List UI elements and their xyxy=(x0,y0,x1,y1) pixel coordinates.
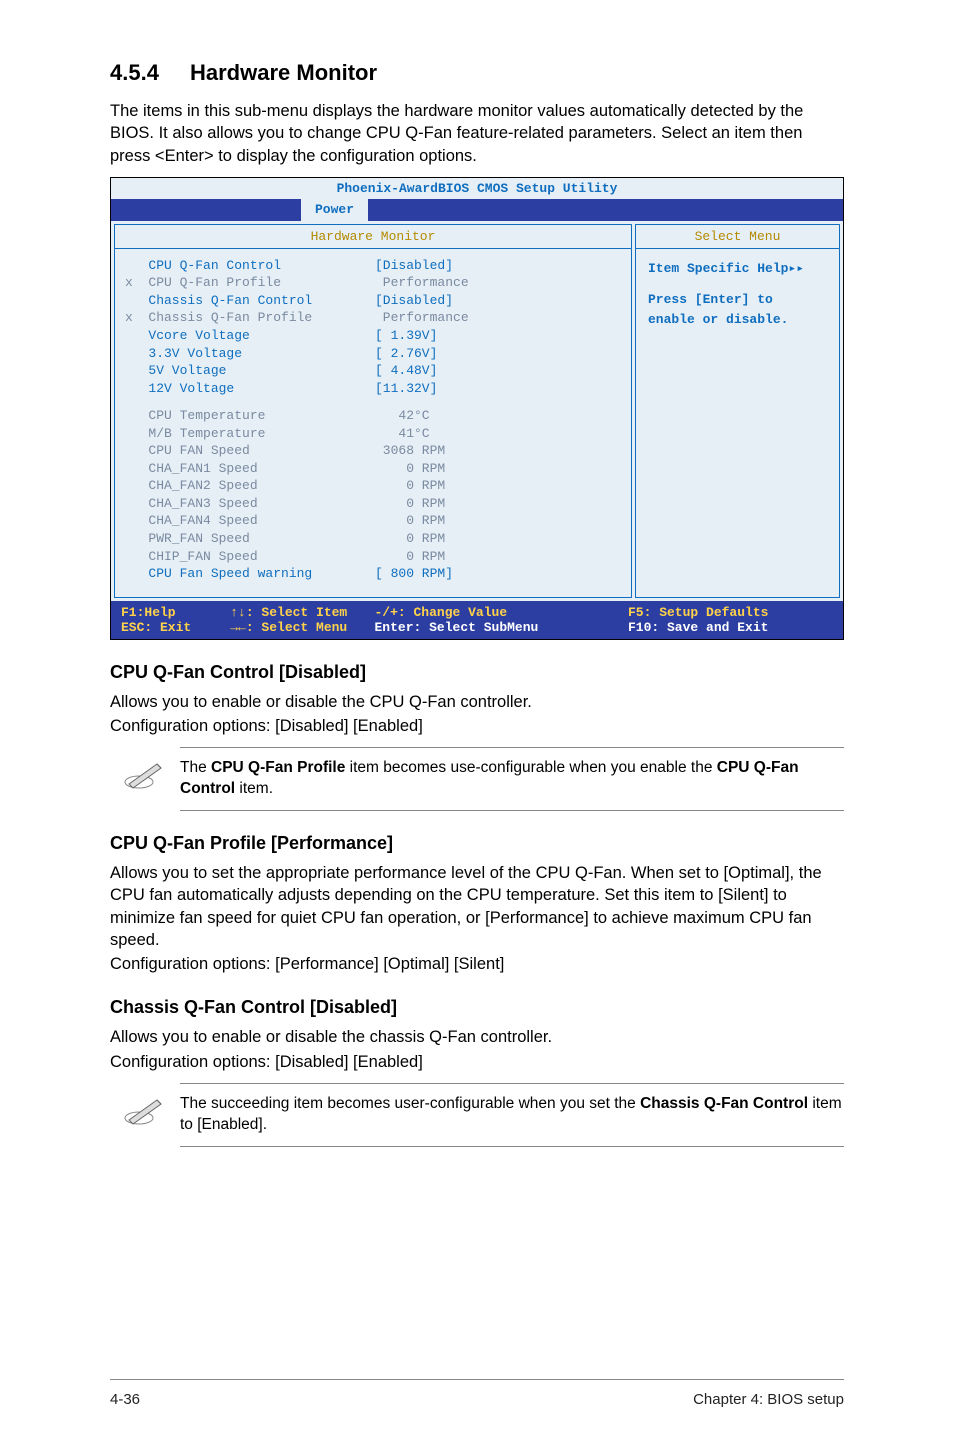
chapter-label: Chapter 4: BIOS setup xyxy=(693,1391,844,1408)
bios-rows: CPU Q-Fan Control[Disabled]x CPU Q-Fan P… xyxy=(115,249,631,597)
sub3-p2: Configuration options: [Disabled] [Enabl… xyxy=(110,1051,844,1073)
bios-row-value: [Disabled] xyxy=(375,292,453,310)
bios-tab-power[interactable]: Power xyxy=(301,199,368,221)
bios-row[interactable]: M/B Temperature 41°C xyxy=(125,425,621,443)
bios-row-value: 42°C xyxy=(375,407,430,425)
bios-row[interactable]: CPU Temperature 42°C xyxy=(125,407,621,425)
bios-row-label: x CPU Q-Fan Profile xyxy=(125,274,375,292)
bios-row-label: CHA_FAN3 Speed xyxy=(125,495,375,513)
bios-row[interactable]: 5V Voltage[ 4.48V] xyxy=(125,362,621,380)
bios-row-label: CHA_FAN2 Speed xyxy=(125,477,375,495)
bios-footer: F1:Help ↑↓: Select ItemESC: Exit →←: Sel… xyxy=(111,601,843,639)
bios-row-value: 41°C xyxy=(375,425,430,443)
bios-row-label: CPU Fan Speed warning xyxy=(125,565,375,583)
bios-box: Phoenix-AwardBIOS CMOS Setup Utility Pow… xyxy=(110,177,844,640)
bios-row-label: CPU Temperature xyxy=(125,407,375,425)
bios-row-label: 5V Voltage xyxy=(125,362,375,380)
bios-row[interactable]: CHIP_FAN Speed 0 RPM xyxy=(125,548,621,566)
bios-row[interactable]: CHA_FAN4 Speed 0 RPM xyxy=(125,512,621,530)
bios-row-value: 0 RPM xyxy=(375,530,445,548)
bios-row[interactable]: CHA_FAN3 Speed 0 RPM xyxy=(125,495,621,513)
bios-row-label: M/B Temperature xyxy=(125,425,375,443)
bios-row[interactable]: CHA_FAN2 Speed 0 RPM xyxy=(125,477,621,495)
bios-row[interactable]: CHA_FAN1 Speed 0 RPM xyxy=(125,460,621,478)
sub1-p2: Configuration options: [Disabled] [Enabl… xyxy=(110,715,844,737)
bios-row-value: 0 RPM xyxy=(375,548,445,566)
note1-text: The CPU Q-Fan Profile item becomes use-c… xyxy=(180,758,844,800)
page-footer: 4-36 Chapter 4: BIOS setup xyxy=(0,1391,954,1438)
bios-right-panel: Select Menu Item Specific Help▸▸ Press [… xyxy=(635,224,840,598)
bios-row[interactable]: x Chassis Q-Fan Profile Performance xyxy=(125,309,621,327)
bios-left-panel: Hardware Monitor CPU Q-Fan Control[Disab… xyxy=(114,224,632,598)
note-1: The CPU Q-Fan Profile item becomes use-c… xyxy=(110,747,844,811)
sub3-heading: Chassis Q-Fan Control [Disabled] xyxy=(110,997,844,1018)
bios-row[interactable]: 12V Voltage[11.32V] xyxy=(125,380,621,398)
bios-help: Item Specific Help▸▸ Press [Enter] to en… xyxy=(636,249,839,341)
note-2: The succeeding item becomes user-configu… xyxy=(110,1083,844,1147)
bios-row-label: x Chassis Q-Fan Profile xyxy=(125,309,375,327)
help-line3: enable or disable. xyxy=(648,310,827,331)
bios-row-label: CPU FAN Speed xyxy=(125,442,375,460)
bios-row-value: 3068 RPM xyxy=(375,442,445,460)
bios-row-label: CHIP_FAN Speed xyxy=(125,548,375,566)
sub2-p2: Configuration options: [Performance] [Op… xyxy=(110,953,844,975)
bios-row[interactable]: 3.3V Voltage[ 2.76V] xyxy=(125,345,621,363)
section-number: 4.5.4 xyxy=(110,60,190,86)
pencil-note-icon xyxy=(110,1094,180,1126)
bios-left-header: Hardware Monitor xyxy=(115,225,631,249)
bios-row[interactable]: CPU Fan Speed warning[ 800 RPM] xyxy=(125,565,621,583)
bios-row-value: Performance xyxy=(375,274,469,292)
bios-row-label: CHA_FAN4 Speed xyxy=(125,512,375,530)
bios-row[interactable]: CPU FAN Speed 3068 RPM xyxy=(125,442,621,460)
sub2-p: Allows you to set the appropriate perfor… xyxy=(110,862,844,951)
bios-row-label: PWR_FAN Speed xyxy=(125,530,375,548)
sub2-heading: CPU Q-Fan Profile [Performance] xyxy=(110,833,844,854)
sub1-p1: Allows you to enable or disable the CPU … xyxy=(110,691,844,713)
bios-row[interactable]: PWR_FAN Speed 0 RPM xyxy=(125,530,621,548)
bios-row-value: 0 RPM xyxy=(375,477,445,495)
bios-row-value: [ 4.48V] xyxy=(375,362,437,380)
bios-row-value: [ 800 RPM] xyxy=(375,565,453,583)
intro-paragraph: The items in this sub-menu displays the … xyxy=(110,100,844,167)
bios-row-value: 0 RPM xyxy=(375,495,445,513)
section-heading: 4.5.4Hardware Monitor xyxy=(110,60,844,86)
bios-right-header: Select Menu xyxy=(636,225,839,249)
bios-row-value: Performance xyxy=(375,309,469,327)
help-line1: Item Specific Help▸▸ xyxy=(648,259,827,280)
bios-row[interactable]: Vcore Voltage[ 1.39V] xyxy=(125,327,621,345)
bios-row[interactable]: x CPU Q-Fan Profile Performance xyxy=(125,274,621,292)
bios-row-value: 0 RPM xyxy=(375,460,445,478)
bios-tabbar: Power xyxy=(111,199,843,221)
bios-row-label: Chassis Q-Fan Control xyxy=(125,292,375,310)
sub3-p1: Allows you to enable or disable the chas… xyxy=(110,1026,844,1048)
bios-title: Phoenix-AwardBIOS CMOS Setup Utility xyxy=(111,178,843,199)
bios-row-value: [ 1.39V] xyxy=(375,327,437,345)
bios-row-label: CPU Q-Fan Control xyxy=(125,257,375,275)
bios-row-label: 12V Voltage xyxy=(125,380,375,398)
bios-row-value: [11.32V] xyxy=(375,380,437,398)
bios-row-label: Vcore Voltage xyxy=(125,327,375,345)
pencil-note-icon xyxy=(110,758,180,790)
bios-row-value: [Disabled] xyxy=(375,257,453,275)
page-number: 4-36 xyxy=(110,1391,140,1408)
sub1-heading: CPU Q-Fan Control [Disabled] xyxy=(110,662,844,683)
bios-row-label: 3.3V Voltage xyxy=(125,345,375,363)
bios-row-value: 0 RPM xyxy=(375,512,445,530)
bios-row[interactable]: Chassis Q-Fan Control[Disabled] xyxy=(125,292,621,310)
help-line2: Press [Enter] to xyxy=(648,290,827,311)
bios-row[interactable]: CPU Q-Fan Control[Disabled] xyxy=(125,257,621,275)
section-title: Hardware Monitor xyxy=(190,60,377,85)
bios-row-value: [ 2.76V] xyxy=(375,345,437,363)
note2-text: The succeeding item becomes user-configu… xyxy=(180,1094,844,1136)
bios-row-label: CHA_FAN1 Speed xyxy=(125,460,375,478)
